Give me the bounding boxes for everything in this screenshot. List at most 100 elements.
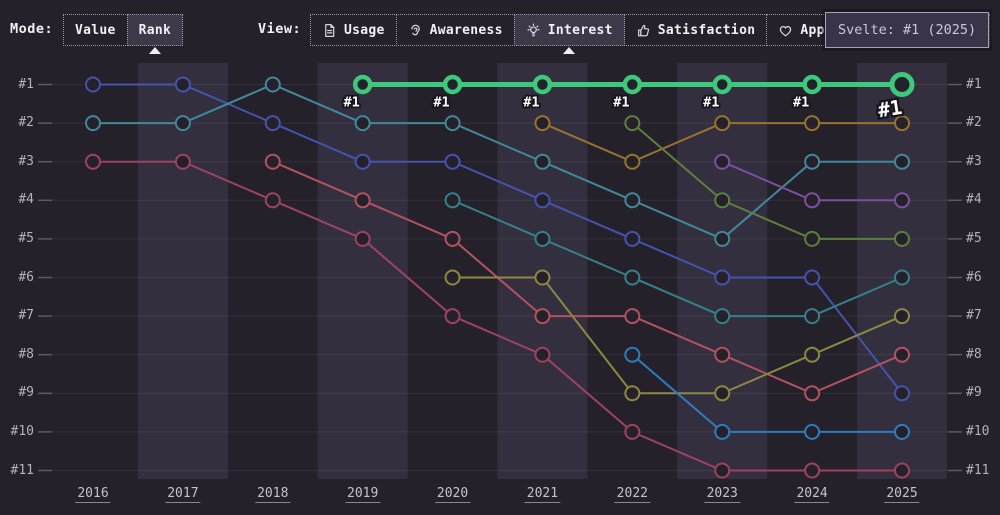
series-maroon-point[interactable] [714,462,731,479]
year-label-2022[interactable]: 2022 [614,486,650,503]
series-teal-point[interactable] [444,115,461,132]
series-rose-point[interactable] [534,308,551,325]
highlight-point[interactable] [352,74,373,95]
series-tan-point[interactable] [534,115,551,132]
series-teal-point[interactable] [714,230,731,247]
series-cyan-point[interactable] [534,230,551,247]
year-label-2023[interactable]: 2023 [704,486,740,503]
series-indigo-point[interactable] [804,269,821,286]
series-indigo-point[interactable] [624,230,641,247]
series-maroon-point[interactable] [624,423,641,440]
year-label-2025[interactable]: 2025 [884,486,920,503]
year-label-2021[interactable]: 2021 [524,486,561,503]
series-maroon-point[interactable] [444,308,461,325]
year-label-2024[interactable]: 2024 [794,486,830,503]
series-rose-point[interactable] [354,192,371,209]
rank-label-right: #7 [966,308,982,324]
series-teal-point[interactable] [804,153,821,170]
year-label-2016[interactable]: 2016 [75,486,111,503]
rank-label-right: #1 [966,76,982,92]
series-teal-point[interactable] [354,115,371,132]
series-tan-point[interactable] [804,115,821,132]
series-sage-point[interactable] [894,230,910,247]
series-maroon-point[interactable] [264,192,281,209]
series-purple-point[interactable] [714,153,731,170]
series-cyan-point[interactable] [714,308,731,325]
highlight-point[interactable] [442,74,463,95]
series-indigo-point[interactable] [534,192,551,209]
series-teal-point[interactable] [894,153,910,170]
series-steelblue-point[interactable] [894,423,910,440]
rank-label-right: #10 [966,423,990,439]
series-steelblue-point[interactable] [804,423,821,440]
series-teal-point[interactable] [624,192,641,209]
series-maroon-point[interactable] [804,462,821,479]
highlight-point[interactable] [532,74,553,95]
series-indigo-point[interactable] [174,76,191,93]
series-indigo-point[interactable] [85,76,101,93]
rank-label-right: #8 [966,346,982,362]
series-cyan-point[interactable] [444,192,461,209]
series-maroon-point[interactable] [894,462,910,479]
series-sage-point[interactable] [714,192,731,209]
year-label-2018[interactable]: 2018 [255,486,291,503]
series-teal-point[interactable] [264,76,281,93]
view-label: View: [258,21,302,37]
series-olive-point[interactable] [444,269,461,286]
year-label-2017[interactable]: 2017 [165,486,201,503]
series-indigo-point[interactable] [714,269,731,286]
series-steelblue-point[interactable] [714,423,731,440]
series-rose-point[interactable] [264,153,281,170]
series-rose-point[interactable] [894,346,910,363]
series-purple-point[interactable] [804,192,821,209]
series-olive-point[interactable] [894,308,910,325]
rank-label-right: #4 [966,192,982,208]
series-teal-point[interactable] [85,115,101,132]
series-purple-point[interactable] [894,192,910,209]
series-teal-point[interactable] [174,115,191,132]
series-olive-point[interactable] [624,385,641,402]
mode-option-rank[interactable]: Rank [126,14,184,46]
series-tan-point[interactable] [714,115,731,132]
series-rose-point[interactable] [714,346,731,363]
year-label-2020[interactable]: 2020 [434,486,471,503]
series-indigo-point[interactable] [354,153,371,170]
view-option-interest[interactable]: Interest [513,14,625,46]
series-tan-point[interactable] [894,115,910,132]
series-cyan-point[interactable] [804,308,821,325]
highlight-point[interactable] [712,74,732,95]
year-label-2019[interactable]: 2019 [345,486,381,503]
view-option-satisfaction[interactable]: Satisfaction [623,14,768,46]
series-olive-point[interactable] [534,269,551,286]
series-rose-point[interactable] [624,308,641,325]
series-olive-point[interactable] [804,346,821,363]
series-rose-point[interactable] [804,385,821,402]
highlight-point-label: #1 [344,95,360,111]
highlight-point[interactable] [802,74,822,95]
series-cyan-point[interactable] [894,269,910,286]
series-cyan-point[interactable] [624,269,641,286]
rank-label-right: #3 [966,153,982,169]
view-option-label: Interest [547,22,613,38]
series-olive-point[interactable] [714,385,731,402]
series-rose-point[interactable] [444,230,461,247]
series-teal-point[interactable] [534,153,551,170]
series-maroon-point[interactable] [354,230,371,247]
series-sage-point[interactable] [804,230,821,247]
series-indigo-point[interactable] [264,115,281,132]
series-sage-point[interactable] [624,115,641,132]
series-maroon-point[interactable] [85,153,101,170]
heart-icon [780,25,792,36]
series-maroon-point[interactable] [534,346,551,363]
series-indigo-point[interactable] [894,385,910,402]
series-maroon-point[interactable] [174,153,191,170]
highlight-point[interactable] [889,72,915,97]
view-option-awareness[interactable]: Awareness [395,14,515,46]
series-tan-point[interactable] [624,153,641,170]
highlight-point[interactable] [622,74,643,95]
lightbulb-icon [527,23,540,36]
series-steelblue-point[interactable] [624,346,641,363]
series-indigo-point[interactable] [444,153,461,170]
rank-label-right: #2 [966,115,982,131]
